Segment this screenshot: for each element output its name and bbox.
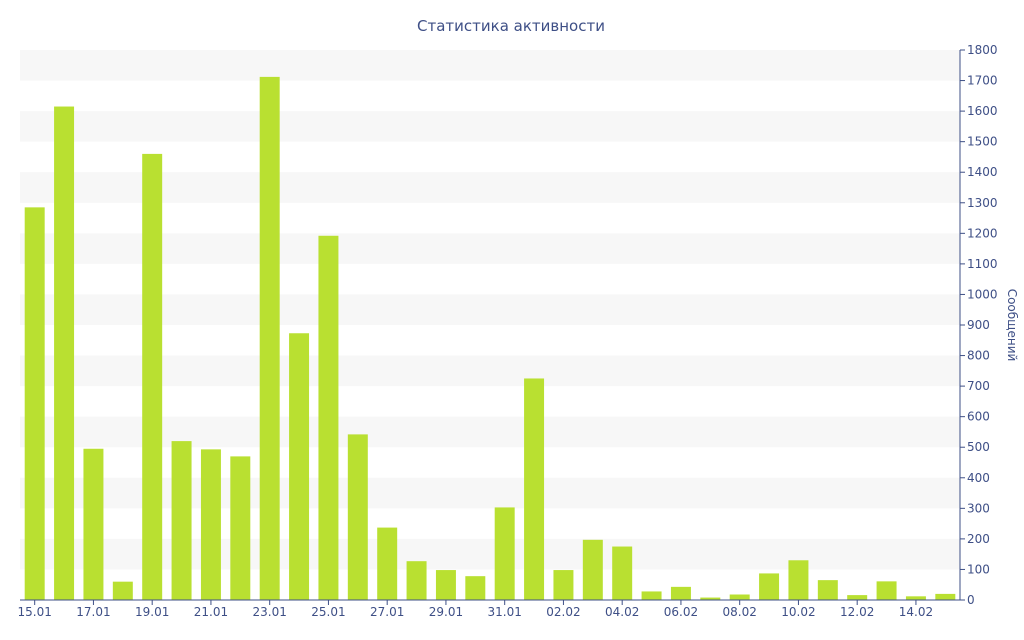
x-tick-label: 19.01: [135, 605, 169, 619]
bar-13.02: [876, 581, 897, 600]
x-tick-label: 21.01: [194, 605, 228, 619]
grid-band: [20, 50, 960, 81]
bars: [24, 76, 956, 601]
bar-17.01: [83, 448, 104, 600]
bar-20.01: [171, 441, 192, 600]
bar-24.01: [289, 333, 310, 600]
grid-band: [20, 111, 960, 142]
bar-12.02: [847, 595, 868, 600]
x-tick-label: 27.01: [370, 605, 404, 619]
bar-02.02: [553, 570, 574, 600]
x-tick-label: 12.02: [840, 605, 874, 619]
bar-15.01: [24, 207, 45, 601]
bar-04.02: [612, 546, 633, 600]
bar-27.01: [377, 527, 398, 600]
y-tick-label: 100: [967, 562, 990, 576]
chart-title: Статистика активности: [417, 17, 605, 35]
bar-22.01: [230, 456, 251, 600]
bar-10.02: [788, 560, 809, 600]
y-tick-label: 1700: [967, 74, 998, 88]
y-tick-label: 400: [967, 471, 990, 485]
bar-06.02: [670, 586, 691, 600]
grid-band: [20, 294, 960, 325]
bar-19.01: [142, 153, 163, 600]
y-tick-label: 1400: [967, 165, 998, 179]
bar-31.01: [494, 507, 515, 600]
bar-23.01: [259, 76, 280, 600]
x-tick-label: 14.02: [899, 605, 933, 619]
y-tick-label: 300: [967, 501, 990, 515]
bar-18.01: [112, 581, 133, 600]
y-tick-label: 200: [967, 532, 990, 546]
bar-26.01: [347, 434, 368, 600]
x-tick-label: 08.02: [723, 605, 757, 619]
bar-29.01: [435, 570, 456, 600]
x-tick-label: 15.01: [18, 605, 52, 619]
bar-30.01: [465, 576, 486, 600]
bar-16.01: [54, 106, 75, 600]
y-tick-label: 500: [967, 440, 990, 454]
x-tick-label: 29.01: [429, 605, 463, 619]
grid-band: [20, 172, 960, 203]
y-tick-label: 1000: [967, 287, 998, 301]
x-tick-label: 02.02: [546, 605, 580, 619]
x-tick-label: 23.01: [253, 605, 287, 619]
bar-03.02: [582, 539, 603, 600]
y-tick-label: 1300: [967, 196, 998, 210]
grid-bands: [20, 50, 960, 570]
axes: 0 100 200 300 400 500 600 700 800 900 1000 1100 1200…: [18, 43, 998, 619]
x-tick-label: 10.02: [781, 605, 815, 619]
y-tick-label: 1200: [967, 226, 998, 240]
bar-05.02: [641, 591, 662, 600]
bar-09.02: [759, 573, 780, 600]
bar-11.02: [817, 580, 838, 600]
y-tick-label: 900: [967, 318, 990, 332]
bar-25.01: [318, 235, 339, 600]
y-tick-label: 1800: [967, 43, 998, 57]
x-tick-label: 17.01: [76, 605, 110, 619]
bar-28.01: [406, 561, 427, 600]
grid-band: [20, 233, 960, 264]
bar-08.02: [729, 594, 750, 600]
x-tick-label: 04.02: [605, 605, 639, 619]
y-tick-label: 600: [967, 410, 990, 424]
grid-band: [20, 355, 960, 387]
bar-14.02: [905, 596, 926, 600]
x-tick-label: 25.01: [311, 605, 345, 619]
x-tick-label: 06.02: [664, 605, 698, 619]
y-tick-label: 800: [967, 349, 990, 363]
x-tick-label: 31.01: [488, 605, 522, 619]
bar-15.02: [935, 593, 956, 600]
y-tick-label: 1100: [967, 257, 998, 271]
y-tick-label: 1600: [967, 104, 998, 118]
bar-01.02: [524, 378, 545, 600]
y-tick-label: 0: [967, 593, 975, 607]
y-tick-label: 1500: [967, 135, 998, 149]
y-axis-title: Сообщений: [1005, 289, 1019, 362]
bar-07.02: [700, 597, 721, 600]
bar-21.01: [200, 449, 221, 600]
y-tick-label: 700: [967, 379, 990, 393]
